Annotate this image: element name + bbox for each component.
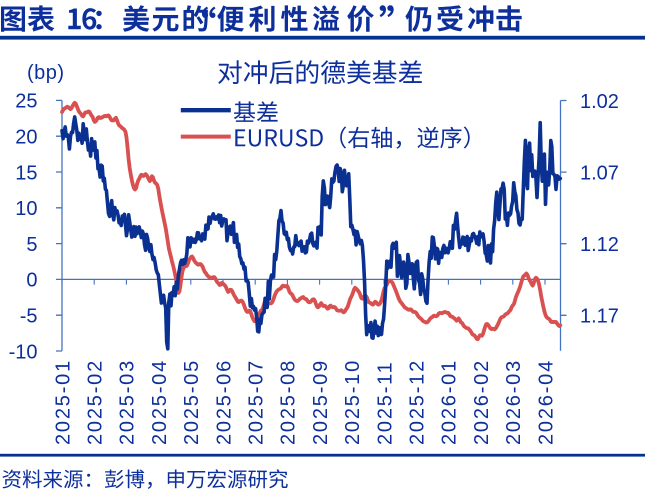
svg-text:-10: -10 (9, 341, 38, 363)
svg-text:2025-04: 2025-04 (149, 359, 171, 445)
svg-text:2025-09: 2025-09 (310, 359, 332, 445)
svg-text:1.02: 1.02 (580, 91, 619, 113)
svg-text:15: 15 (15, 162, 37, 184)
svg-text:2026-03: 2026-03 (503, 359, 525, 445)
svg-text:2025-06: 2025-06 (213, 359, 235, 445)
svg-text:2025-03: 2025-03 (117, 359, 139, 445)
svg-text:25: 25 (15, 91, 37, 113)
svg-text:2025-02: 2025-02 (85, 359, 107, 445)
svg-text:2025-07: 2025-07 (246, 359, 268, 445)
svg-text:2025-11: 2025-11 (374, 360, 396, 445)
svg-text:2026-04: 2026-04 (535, 359, 557, 445)
svg-text:1.12: 1.12 (580, 234, 619, 256)
svg-text:(bp): (bp) (27, 62, 65, 84)
svg-text:10: 10 (15, 198, 37, 220)
svg-text:2025-10: 2025-10 (342, 359, 364, 445)
svg-text:2026-01: 2026-01 (439, 359, 461, 445)
svg-text:-5: -5 (20, 306, 38, 328)
svg-text:2025-05: 2025-05 (181, 359, 203, 445)
svg-text:0: 0 (26, 270, 37, 292)
svg-text:1.17: 1.17 (580, 306, 619, 328)
svg-text:2025-12: 2025-12 (407, 359, 429, 445)
svg-text:2025-01: 2025-01 (52, 359, 74, 445)
svg-text:20: 20 (15, 127, 37, 149)
svg-text:1.07: 1.07 (580, 162, 619, 184)
svg-text:2025-08: 2025-08 (278, 359, 300, 445)
svg-text:2026-02: 2026-02 (471, 359, 493, 445)
svg-text:5: 5 (26, 234, 37, 256)
